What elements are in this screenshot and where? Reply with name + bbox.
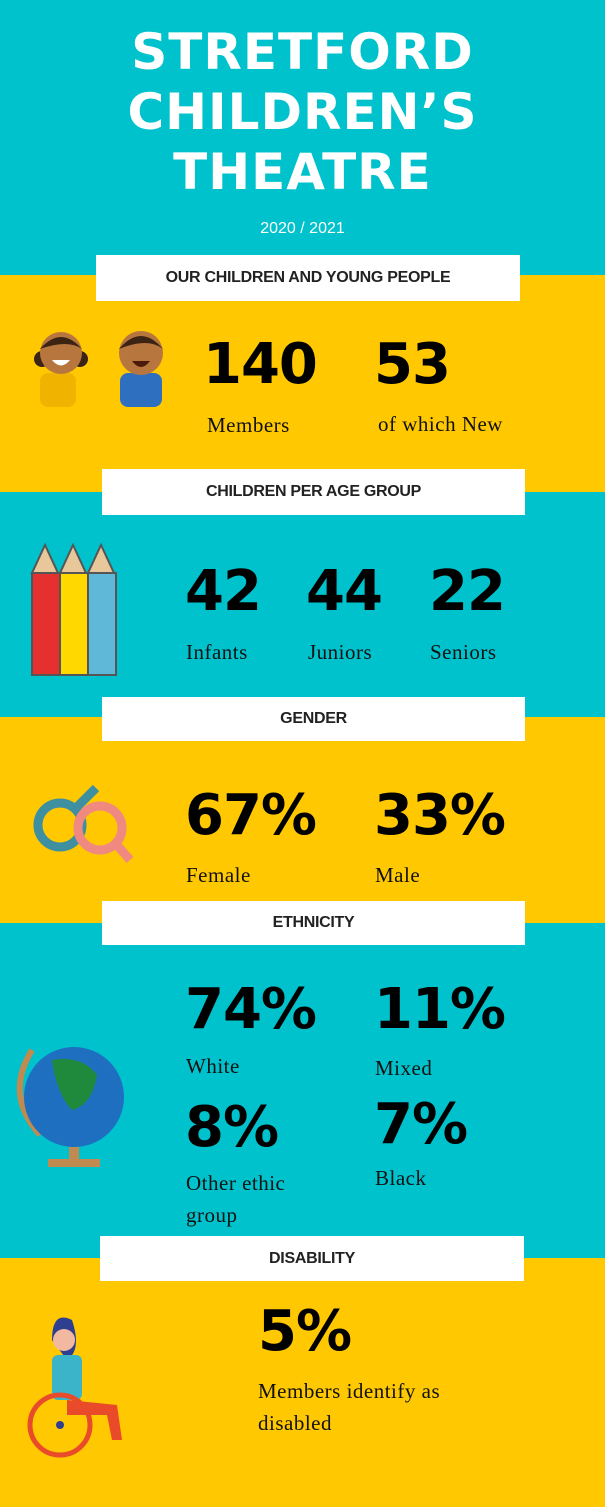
stat-label: Black	[375, 1162, 426, 1194]
stat-value: 53	[374, 335, 450, 395]
stat-value: 22	[429, 562, 505, 622]
infographic: STRETFORD CHILDREN’S THEATRE 2020 / 2021…	[0, 0, 605, 1507]
children-icon	[28, 325, 180, 410]
pencils-icon	[30, 543, 122, 678]
stat-value: 44	[306, 562, 382, 622]
stat-value: 11%	[374, 980, 505, 1040]
section-heading: DISABILITY	[100, 1236, 524, 1281]
gender-icon	[18, 780, 143, 870]
stat-label: Members	[207, 409, 290, 441]
stat-value: 8%	[185, 1098, 278, 1158]
section-heading: GENDER	[102, 697, 525, 741]
section-heading: CHILDREN PER AGE GROUP	[102, 469, 525, 515]
stat-label: Seniors	[430, 636, 497, 668]
wheelchair-icon	[22, 1310, 142, 1460]
stat-label: of which New	[378, 408, 503, 440]
stat-value: 42	[185, 562, 261, 622]
title-line: STRETFORD	[0, 22, 605, 82]
title-line: CHILDREN’S	[0, 82, 605, 142]
stat-label: Juniors	[308, 636, 372, 668]
stat-label: Male	[375, 859, 420, 891]
stat-value: 5%	[258, 1302, 351, 1362]
year: 2020 / 2021	[0, 220, 605, 238]
stat-label: Female	[186, 859, 251, 891]
stat-value: 67%	[185, 786, 316, 846]
globe-icon	[12, 1035, 130, 1170]
stat-value: 74%	[185, 980, 316, 1040]
section-heading: ETHNICITY	[102, 901, 525, 945]
stat-value: 140	[203, 335, 317, 395]
stat-value: 33%	[374, 786, 505, 846]
stat-label: Infants	[186, 636, 248, 668]
stat-label: Other ethic group	[186, 1167, 326, 1231]
stat-label: White	[186, 1050, 240, 1082]
title: STRETFORD CHILDREN’S THEATRE	[0, 22, 605, 202]
section-heading: OUR CHILDREN AND YOUNG PEOPLE	[96, 255, 520, 301]
stat-label: Members identify as disabled	[258, 1375, 468, 1439]
stat-label: Mixed	[375, 1052, 432, 1084]
title-line: THEATRE	[0, 142, 605, 202]
stat-value: 7%	[374, 1095, 467, 1155]
